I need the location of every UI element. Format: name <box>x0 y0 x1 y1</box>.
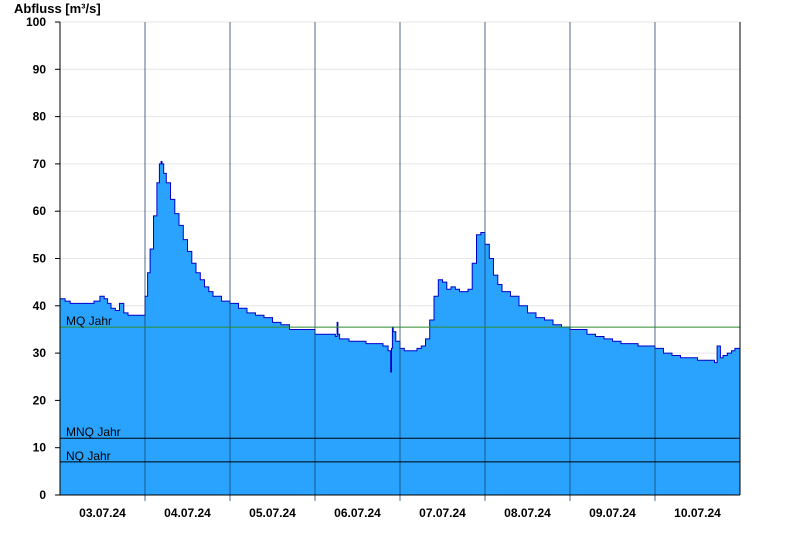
y-tick-labels: 0 10 20 30 40 50 60 70 80 90 100 <box>26 15 60 502</box>
y-tick-label: 40 <box>33 299 47 313</box>
x-tick-label: 05.07.24 <box>249 506 296 520</box>
y-tick-label: 20 <box>33 393 47 407</box>
reference-line-label: MNQ Jahr <box>66 425 121 439</box>
y-tick-label: 10 <box>33 441 47 455</box>
x-tick-label: 09.07.24 <box>589 506 636 520</box>
day-boundary-lines <box>144 22 656 501</box>
y-tick-label: 30 <box>33 346 47 360</box>
y-tick-label: 80 <box>33 110 47 124</box>
y-tick-label: 60 <box>33 204 47 218</box>
x-tick-label: 04.07.24 <box>164 506 211 520</box>
discharge-line <box>60 161 741 373</box>
y-tick-label: 50 <box>33 252 47 266</box>
y-axis-title: Abfluss [m³/s] <box>14 1 101 16</box>
reference-line-label: MQ Jahr <box>66 314 112 328</box>
x-tick-label: 07.07.24 <box>419 506 466 520</box>
reference-lines: MQ Jahr MNQ Jahr NQ Jahr <box>60 314 740 463</box>
y-tick-label: 70 <box>33 157 47 171</box>
x-tick-labels: 03.07.24 04.07.24 05.07.24 06.07.24 07.07.24… <box>79 506 721 520</box>
x-tick-label: 08.07.24 <box>504 506 551 520</box>
x-tick-label: 03.07.24 <box>79 506 126 520</box>
y-tick-label: 90 <box>33 62 47 76</box>
reference-line-label: NQ Jahr <box>66 449 111 463</box>
x-tick-label: 10.07.24 <box>674 506 721 520</box>
y-tick-label: 0 <box>39 488 46 502</box>
y-tick-label: 100 <box>26 15 46 29</box>
x-tick-label: 06.07.24 <box>334 506 381 520</box>
